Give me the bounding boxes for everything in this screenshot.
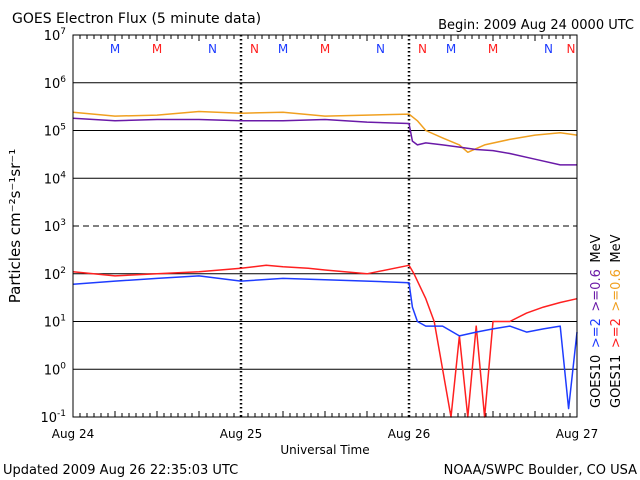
marker-label: M [278, 42, 288, 56]
marker-label: N [418, 42, 427, 56]
marker-label: N [567, 42, 576, 56]
y-tick-label: 100 [44, 361, 67, 378]
marker-label: M [320, 42, 330, 56]
series-line [72, 117, 577, 166]
plot-frame [72, 34, 578, 418]
x-tick-label: Aug 27 [556, 427, 599, 441]
marker-label: M [446, 42, 456, 56]
x-tick-label: Aug 25 [220, 427, 263, 441]
chart-title: GOES Electron Flux (5 minute data) [12, 11, 261, 27]
marker-label: M [110, 42, 120, 56]
y-tick-label: 10-1 [40, 409, 66, 426]
legend-goes10: GOES10 >=2 >=0.6 MeV [589, 234, 604, 408]
series-line [72, 264, 578, 418]
y-tick-label: 102 [44, 266, 66, 283]
updated-timestamp: Updated 2009 Aug 26 22:35:03 UTC [3, 463, 238, 478]
x-tick-label: Aug 26 [388, 427, 431, 441]
marker-label: N [208, 42, 217, 56]
marker-label: N [376, 42, 385, 56]
source-credit: NOAA/SWPC Boulder, CO USA [444, 463, 637, 478]
y-tick-label: 103 [44, 218, 66, 235]
y-tick-label: 105 [44, 123, 66, 140]
marker-label: N [250, 42, 259, 56]
legend-goes11: GOES11 >=2 >=0.6 MeV [609, 234, 624, 408]
marker-label: M [152, 42, 162, 56]
y-tick-label: 101 [44, 314, 66, 331]
series-line [72, 110, 578, 154]
y-tick-label: 104 [44, 170, 67, 187]
y-axis-label: Particles cm⁻²s⁻¹sr⁻¹ [6, 149, 24, 303]
marker-label: M [488, 42, 498, 56]
x-tick-label: Aug 24 [52, 427, 95, 441]
y-tick-label: 107 [44, 27, 66, 44]
y-tick-label: 106 [44, 75, 67, 92]
x-axis-label: Universal Time [280, 443, 369, 457]
begin-timestamp: Begin: 2009 Aug 24 0000 UTC [438, 18, 634, 33]
marker-label: N [544, 42, 553, 56]
series-line [72, 275, 578, 410]
